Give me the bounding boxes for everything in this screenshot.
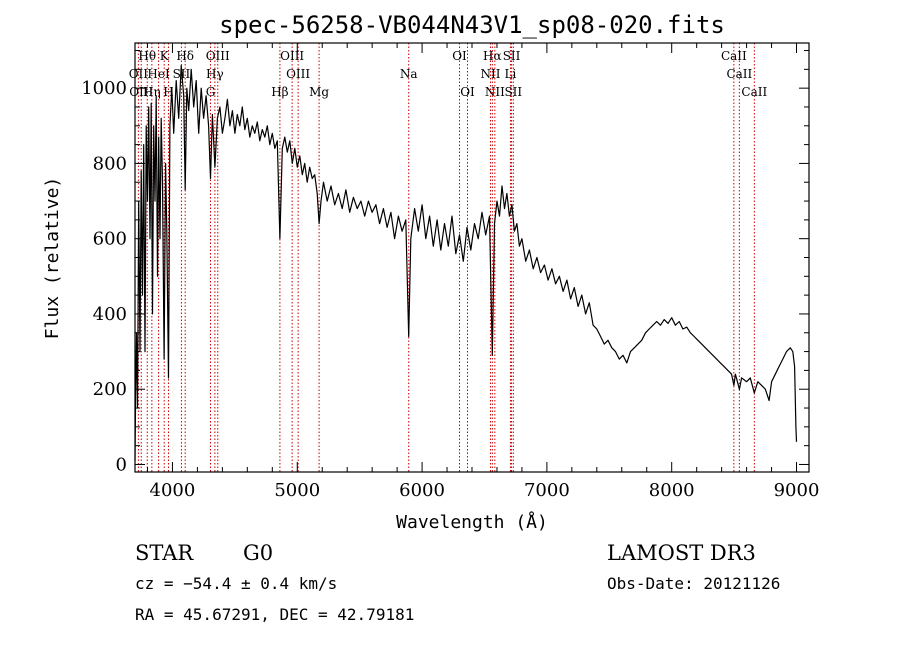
spectral-line-label: Hη (143, 85, 161, 99)
survey-name: LAMOST DR3 (607, 541, 756, 565)
spectral-line-label: Hγ (206, 67, 224, 81)
coordinates: RA = 45.67291, DEC = 42.79181 (135, 605, 414, 624)
redshift-text: cz = −54.4 ± 0.4 km/s (135, 574, 337, 593)
spectral-line-label: OIII (280, 49, 304, 63)
spectral-subclass: G0 (243, 541, 273, 565)
x-tick-label: 8000 (649, 480, 695, 501)
spectral-line-label: Hδ (176, 49, 194, 63)
spectral-line-label: K (160, 49, 170, 63)
spectral-line-label: SII (503, 49, 521, 63)
spectral-line-label: OI (452, 49, 467, 63)
y-tick-label: 200 (93, 379, 127, 400)
spectral-line-label: OI (460, 85, 475, 99)
x-tick-label: 4000 (150, 480, 196, 501)
x-tick-label: 9000 (774, 480, 820, 501)
spectral-line-label: G (206, 85, 216, 99)
spectral-line-label: CaII (741, 85, 767, 99)
spectral-line-label: OIII (286, 67, 310, 81)
y-tick-label: 0 (116, 454, 127, 475)
spectral-line-markers (137, 43, 755, 472)
x-axis-ticks: 4000 5000 6000 7000 8000 9000 (146, 43, 820, 501)
spectral-line-label: Mg (309, 85, 329, 99)
chart-title: spec-56258-VB044N43V1_sp08-020.fits (219, 11, 725, 39)
y-tick-label: 800 (93, 153, 127, 174)
y-tick-label: 400 (93, 304, 127, 325)
spectral-line-label: Hβ (271, 85, 288, 99)
spectral-line-label: H (163, 85, 173, 99)
obs-date: Obs-Date: 20121126 (607, 574, 780, 593)
spectral-line-label: Hθ (138, 49, 156, 63)
x-tick-label: 7000 (524, 480, 570, 501)
spectral-line-label: NII (485, 85, 505, 99)
spectral-line-label: CaII (721, 49, 747, 63)
y-tick-label: 600 (93, 229, 127, 250)
spectral-line-label: SII (504, 85, 522, 99)
spectral-line-label: OII (129, 67, 149, 81)
x-tick-label: 6000 (399, 480, 445, 501)
spectral-line-label: Na (400, 67, 418, 81)
spectral-line-label: HeI (147, 67, 170, 81)
spectral-line-label: NII (480, 67, 500, 81)
x-tick-label: 5000 (274, 480, 320, 501)
spectral-line-label: Li (505, 67, 517, 81)
x-axis-label: Wavelength (Å) (396, 511, 548, 533)
y-axis-label: Flux (relative) (42, 177, 63, 340)
plot-frame (134, 42, 810, 473)
spectral-line-label: Hα (483, 49, 502, 63)
spectral-line-label: CaII (726, 67, 752, 81)
object-class: STAR (135, 541, 194, 565)
spectral-line-label: OIII (206, 49, 230, 63)
spectrum-line (134, 65, 798, 461)
y-tick-label: 1000 (81, 78, 127, 99)
y-axis-ticks: 0 200 400 600 800 1000 (81, 50, 809, 475)
